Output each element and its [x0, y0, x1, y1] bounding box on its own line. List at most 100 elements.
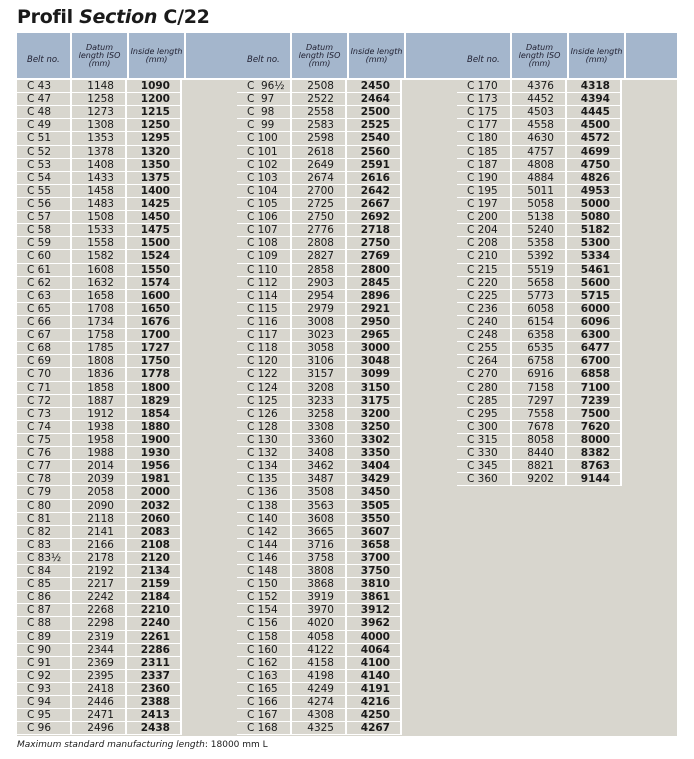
datum-length-cell: 1808 [72, 355, 127, 369]
header-datum-length: Datum length ISO (mm) [292, 33, 349, 78]
table-row: C 102 2649 2591 [237, 158, 457, 172]
table-row: C 208 5358 5300 [457, 237, 677, 251]
datum-length-cell: 2903 [292, 276, 347, 290]
datum-length-cell: 3487 [292, 473, 347, 487]
datum-length-cell: 4325 [292, 722, 347, 736]
datum-length-cell: 3308 [292, 420, 347, 434]
datum-length-cell: 1912 [72, 407, 127, 421]
belt-no-cell: C 220 [457, 276, 512, 290]
table-row: C 49 1308 1250 [17, 119, 237, 133]
inside-length-cell: 1727 [127, 342, 182, 356]
datum-length-cell: 7158 [512, 381, 567, 395]
datum-length-cell: 5392 [512, 250, 567, 264]
inside-length-cell: 2750 [347, 237, 402, 251]
datum-length-cell: 3716 [292, 538, 347, 552]
datum-length-cell: 4503 [512, 106, 567, 120]
table-row: C 104 2700 2642 [237, 184, 457, 198]
belt-no-cell: C 73 [17, 407, 72, 421]
datum-length-cell: 2471 [72, 709, 127, 723]
datum-length-cell: 4808 [512, 158, 567, 172]
belt-no-cell: C 146 [237, 551, 292, 566]
datum-length-cell: 1758 [72, 329, 127, 343]
inside-length-cell: 5461 [567, 263, 622, 277]
table-row: C 300 7678 7620 [457, 420, 677, 434]
table-row: C 185 4757 4699 [457, 145, 677, 159]
belt-table-3: Belt no. Datum length ISO (mm) Inside length… [457, 33, 677, 736]
table-row: C 98 2558 2500 [237, 106, 457, 120]
belt-no-cell: C 295 [457, 407, 512, 421]
datum-length-cell: 1408 [72, 158, 127, 172]
inside-length-cell: 2438 [127, 722, 182, 736]
belt-no-cell: C 120 [237, 355, 292, 369]
belt-no-cell: C 81 [17, 512, 72, 526]
belt-no-cell: C 163 [237, 669, 292, 684]
datum-length-cell: 1708 [72, 302, 127, 316]
belt-no-cell: C 132 [237, 447, 292, 461]
inside-length-cell: 3048 [347, 355, 402, 369]
inside-length-cell: 1250 [127, 119, 182, 133]
belt-no-cell: C 108 [237, 237, 292, 251]
datum-length-cell: 2649 [292, 158, 347, 172]
datum-length-cell: 2369 [72, 656, 127, 670]
datum-length-cell: 1734 [72, 315, 127, 330]
header-blank [626, 33, 677, 78]
inside-length-cell: 4500 [567, 119, 622, 133]
belt-no-cell: C 83 [17, 538, 72, 552]
table-row: C 175 4503 4445 [457, 106, 677, 120]
belt-no-cell: C 165 [237, 683, 292, 697]
belt-no-cell: C 117 [237, 329, 292, 343]
table-row: C 60 1582 1524 [17, 250, 237, 264]
inside-length-cell: 5000 [567, 197, 622, 212]
header-inside-length: Inside length (mm) [349, 33, 406, 78]
inside-length-cell: 2560 [347, 145, 402, 159]
belt-no-cell: C 61 [17, 263, 72, 277]
datum-length-cell: 2808 [292, 237, 347, 251]
datum-length-cell: 2750 [292, 211, 347, 225]
inside-length-cell: 6477 [567, 342, 622, 356]
table-row: C 165 4249 4191 [237, 683, 457, 697]
datum-length-cell: 2039 [72, 473, 127, 487]
inside-length-cell: 1750 [127, 355, 182, 369]
belt-no-cell: C 71 [17, 381, 72, 395]
inside-length-cell: 1829 [127, 394, 182, 408]
table-row: C 82 2141 2083 [17, 525, 237, 539]
inside-length-cell: 2525 [347, 119, 402, 133]
inside-length-cell: 4826 [567, 171, 622, 185]
table-row: C 100 2598 2540 [237, 132, 457, 146]
belt-no-cell: C 360 [457, 473, 512, 487]
belt-no-cell: C 100 [237, 132, 292, 146]
table-row: C 225 5773 5715 [457, 289, 677, 303]
datum-length-cell: 2192 [72, 565, 127, 579]
datum-length-cell: 1353 [72, 132, 127, 146]
inside-length-cell: 6000 [567, 302, 622, 316]
table-row: C 215 5519 5461 [457, 263, 677, 277]
inside-length-cell: 2240 [127, 617, 182, 631]
datum-length-cell: 4058 [292, 630, 347, 644]
table-row: C 103 2674 2616 [237, 171, 457, 185]
belt-no-cell: C 55 [17, 184, 72, 198]
belt-no-cell: C 74 [17, 420, 72, 434]
table-row: C 248 6358 6300 [457, 329, 677, 343]
datum-length-cell: 6058 [512, 302, 567, 316]
datum-length-cell: 2118 [72, 512, 127, 526]
inside-length-cell: 2464 [347, 93, 402, 107]
datum-length-cell: 2508 [292, 80, 347, 94]
datum-length-cell: 3258 [292, 407, 347, 421]
datum-length-cell: 1582 [72, 250, 127, 264]
table-row: C 138 3563 3505 [237, 499, 457, 513]
inside-length-cell: 4216 [347, 696, 402, 710]
datum-length-cell: 1458 [72, 184, 127, 198]
datum-length-cell: 4757 [512, 145, 567, 159]
table-row: C 144 3716 3658 [237, 538, 457, 552]
datum-length-cell: 3208 [292, 381, 347, 395]
belt-no-cell: C 208 [457, 237, 512, 251]
table-row: C 83½ 2178 2120 [17, 551, 237, 566]
table-row: C 63 1658 1600 [17, 289, 237, 303]
table-row: C 115 2979 2921 [237, 302, 457, 316]
table-row: C 87 2268 2210 [17, 604, 237, 618]
belt-no-cell: C 190 [457, 171, 512, 185]
datum-length-cell: 2776 [292, 224, 347, 238]
table-row: C 330 8440 8382 [457, 447, 677, 461]
datum-length-cell: 3868 [292, 578, 347, 592]
table-row: C 66 1734 1676 [17, 315, 237, 330]
